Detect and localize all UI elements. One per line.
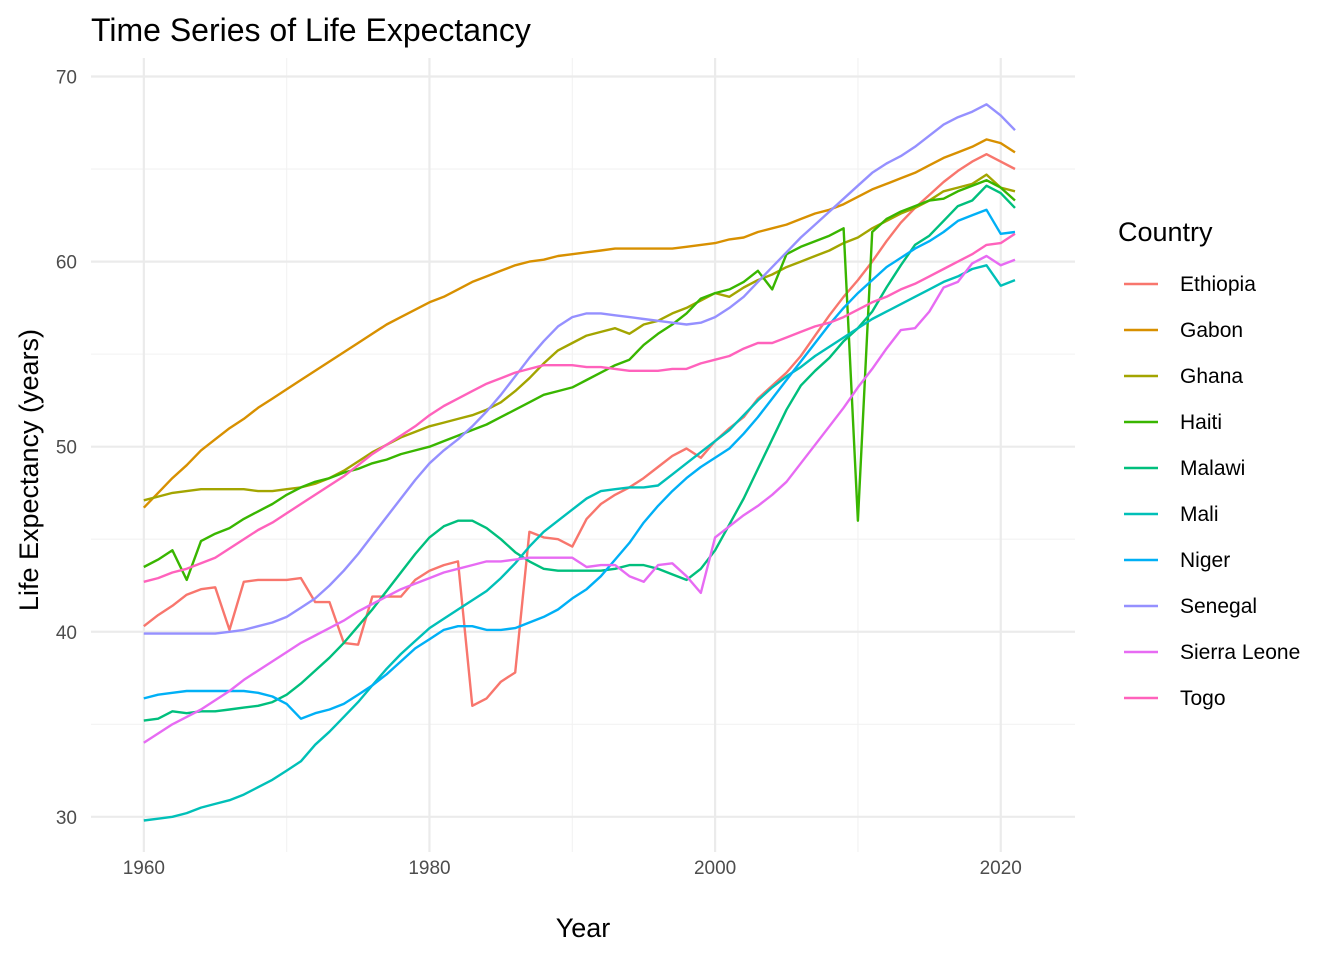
- legend-label-gabon: Gabon: [1180, 319, 1243, 342]
- legend-title: Country: [1118, 217, 1213, 247]
- x-tick-label: 2000: [694, 858, 736, 879]
- x-tick-label: 1960: [123, 858, 165, 879]
- series-line-togo: [143, 232, 1016, 583]
- series-line-mali: [143, 264, 1016, 822]
- legend: Country Ethiopia Gabon Ghana Haiti Malawi Mal…: [1118, 217, 1300, 710]
- y-axis-title: Life Expectancy (years): [14, 329, 44, 611]
- legend-label-haiti: Haiti: [1180, 411, 1222, 434]
- legend-label-ethiopia: Ethiopia: [1180, 273, 1256, 296]
- legend-label-sierra-leone: Sierra Leone: [1180, 641, 1300, 664]
- series-line-ethiopia: [143, 152, 1016, 707]
- series-line-sierra-leone: [143, 254, 1016, 744]
- x-axis-tick-labels: 1960 1980 2000 2020: [123, 858, 1022, 879]
- y-axis-tick-labels: 30 40 50 60 70: [56, 68, 77, 829]
- series-line-malawi: [143, 184, 1016, 722]
- chart-title: Time Series of Life Expectancy: [91, 12, 531, 48]
- legend-label-mali: Mali: [1180, 503, 1219, 526]
- legend-label-senegal: Senegal: [1180, 595, 1257, 618]
- legend-label-niger: Niger: [1180, 549, 1230, 572]
- y-tick-label: 40: [56, 623, 77, 644]
- series-line-niger: [143, 208, 1016, 720]
- series-line-haiti: [143, 178, 1016, 582]
- x-axis-title: Year: [556, 913, 611, 943]
- y-tick-label: 60: [56, 253, 77, 274]
- series-line-senegal: [143, 103, 1016, 635]
- major-gridlines: [91, 58, 1075, 852]
- minor-gridlines: [91, 58, 1075, 852]
- x-tick-label: 1980: [408, 858, 450, 879]
- y-tick-label: 50: [56, 438, 77, 459]
- series-line-ghana: [143, 173, 1016, 502]
- series-line-gabon: [142, 138, 1016, 509]
- x-tick-label: 2020: [980, 858, 1022, 879]
- series-lines: [142, 103, 1016, 822]
- y-tick-label: 70: [56, 68, 77, 89]
- legend-label-malawi: Malawi: [1180, 457, 1245, 480]
- legend-label-ghana: Ghana: [1180, 365, 1243, 388]
- y-tick-label: 30: [56, 808, 77, 829]
- legend-label-togo: Togo: [1180, 687, 1226, 710]
